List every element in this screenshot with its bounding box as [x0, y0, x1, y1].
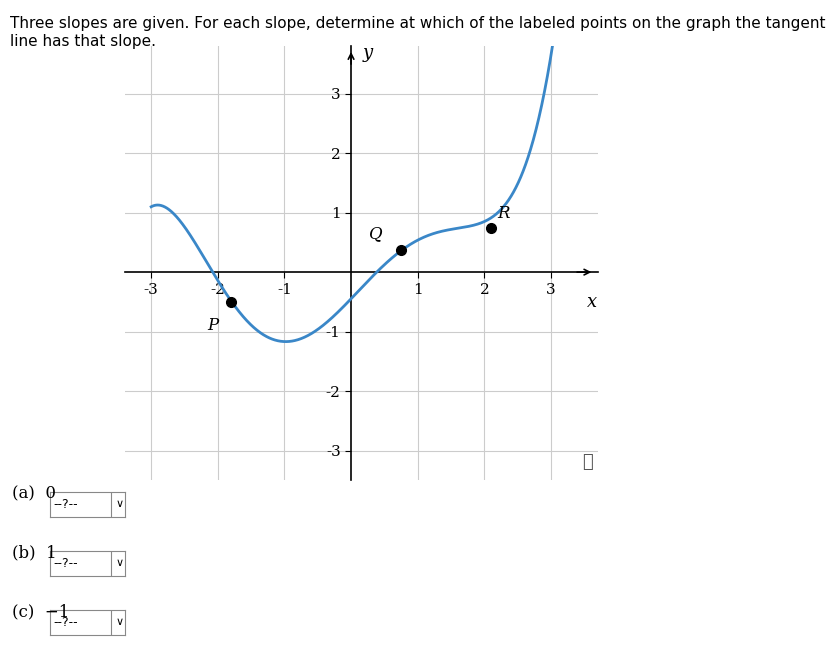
Text: P: P	[207, 316, 218, 334]
Text: Q: Q	[369, 225, 383, 241]
Text: x: x	[587, 293, 598, 311]
Text: ∨: ∨	[115, 617, 124, 628]
Text: (a)  0: (a) 0	[12, 485, 56, 502]
Text: y: y	[363, 44, 374, 63]
Text: ∨: ∨	[115, 558, 124, 569]
Text: R: R	[498, 205, 510, 222]
Text: --?--: --?--	[53, 616, 78, 629]
Text: (c)  −1: (c) −1	[12, 603, 70, 620]
Text: ⓘ: ⓘ	[582, 453, 593, 472]
Text: --?--: --?--	[53, 497, 78, 511]
Text: (b)  1: (b) 1	[12, 544, 57, 561]
Text: Three slopes are given. For each slope, determine at which of the labeled points: Three slopes are given. For each slope, …	[10, 16, 826, 49]
Text: ∨: ∨	[115, 499, 124, 509]
Text: --?--: --?--	[53, 557, 78, 570]
